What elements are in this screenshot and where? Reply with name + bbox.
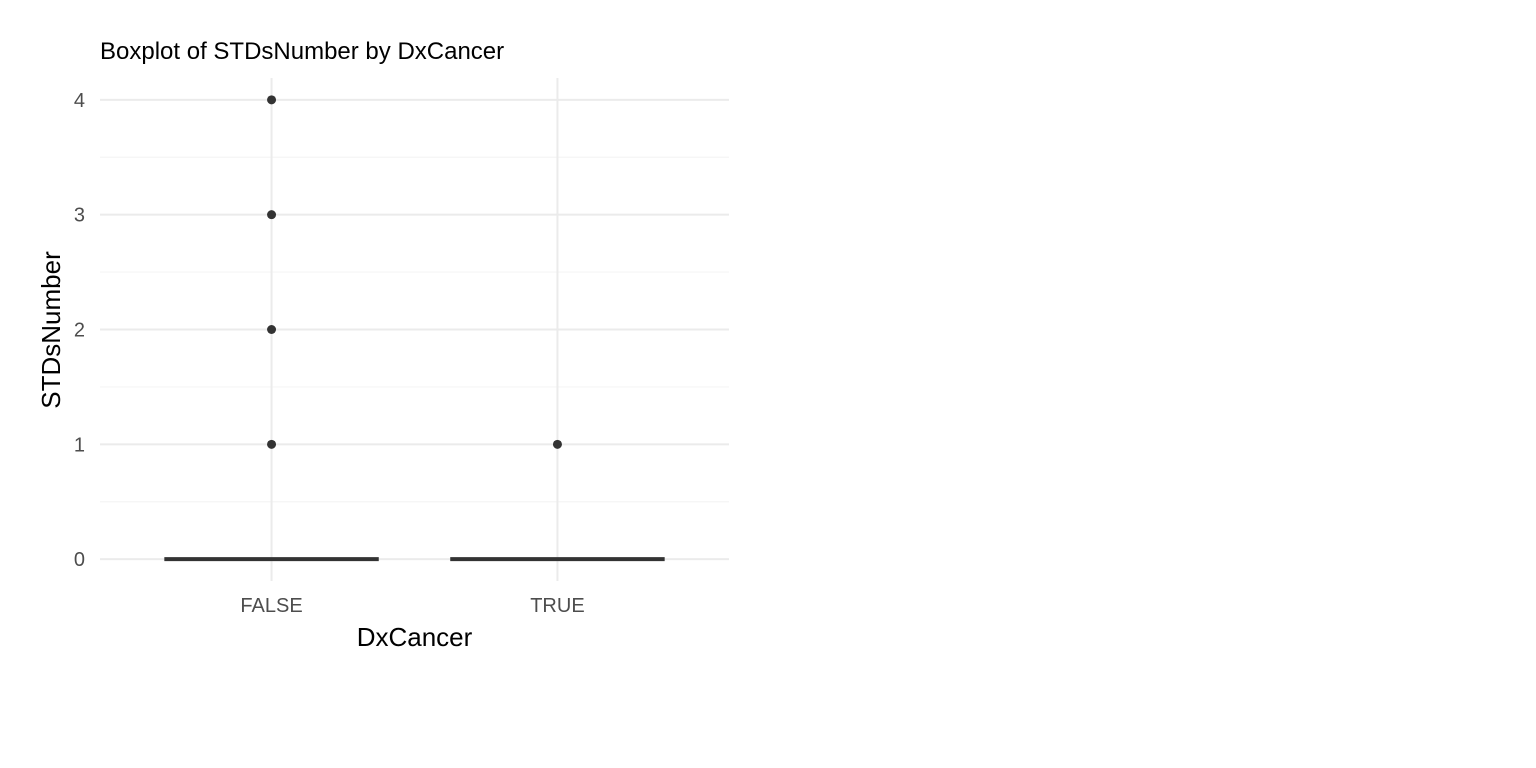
y-tick-label: 1 (74, 434, 85, 456)
outlier-point (552, 439, 562, 449)
y-tick-label: 3 (74, 205, 85, 227)
outlier-point (267, 95, 277, 105)
outlier-point (267, 325, 277, 334)
y-tick-label: 2 (74, 320, 85, 342)
y-tick-label: 0 (74, 549, 85, 571)
tick-layer: 0 1 2 3 4 FALSE TRUE (74, 90, 585, 617)
x-tick-label: TRUE (530, 595, 584, 617)
chart-title: Boxplot of STDsNumber by DxCancer (100, 38, 504, 65)
y-axis-title: STDsNumber (36, 251, 66, 409)
outlier-point (267, 439, 277, 449)
x-axis-title: DxCancer (357, 622, 473, 652)
x-tick-label: FALSE (240, 595, 302, 617)
outlier-point (267, 210, 277, 220)
y-tick-label: 4 (74, 90, 85, 112)
outlier-layer (267, 95, 562, 449)
grid-layer (100, 78, 729, 581)
